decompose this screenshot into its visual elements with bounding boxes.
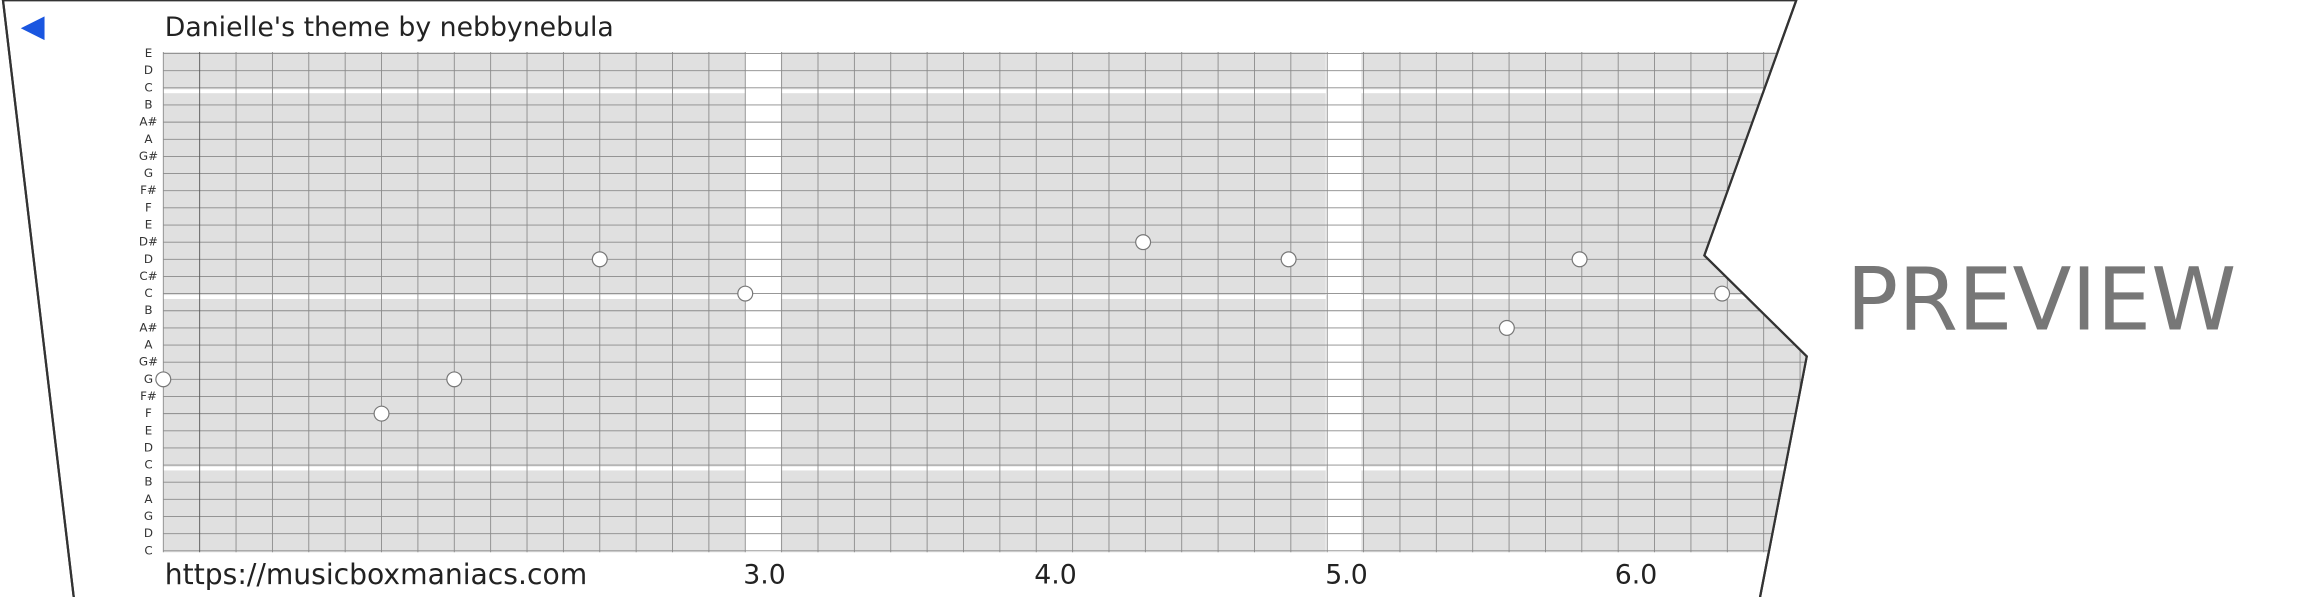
note-hole	[1280, 251, 1297, 268]
pitch-label: C	[144, 458, 152, 472]
section-gap	[163, 295, 1807, 299]
pitch-label: E	[145, 46, 153, 60]
pitch-label: C	[144, 80, 152, 94]
pitch-label: E	[145, 218, 153, 232]
pitch-label: A	[144, 132, 153, 146]
section-gap	[163, 466, 1807, 471]
bar-gap	[745, 52, 781, 553]
grid-background	[163, 52, 1807, 553]
pitch-label: F	[145, 200, 152, 214]
pitch-label: G	[144, 372, 153, 386]
pitch-label: C#	[139, 269, 157, 283]
note-hole	[155, 371, 172, 388]
pitch-label: D#	[139, 235, 158, 249]
note-grid	[162, 52, 1807, 553]
note-hole	[1135, 234, 1152, 251]
time-label: 4.0	[1034, 560, 1077, 591]
pitch-label: E	[145, 423, 153, 437]
pitch-label: F#	[140, 389, 157, 403]
pitch-label: G	[144, 509, 153, 523]
time-label: 5.0	[1325, 560, 1367, 591]
note-hole	[737, 285, 754, 302]
pitch-label: A#	[139, 115, 157, 129]
time-label: 3.0	[743, 560, 786, 591]
pitch-label: B	[144, 475, 152, 489]
pitch-label: D	[144, 63, 153, 77]
pitch-label: A#	[139, 320, 157, 334]
time-label: 6.0	[1615, 560, 1657, 591]
site-url[interactable]: https://musicboxmaniacs.com	[165, 558, 587, 591]
strip-outline	[1, 0, 1808, 597]
note-hole	[373, 405, 390, 422]
pitch-label: G	[144, 166, 153, 180]
pitch-label: D	[144, 526, 153, 540]
pitch-label: B	[144, 97, 152, 111]
pitch-label: G#	[139, 355, 158, 369]
pitch-label: G#	[139, 149, 158, 163]
note-hole	[1498, 319, 1515, 336]
pitch-label: F	[145, 406, 152, 420]
back-button[interactable]	[20, 16, 45, 41]
pitch-label: D	[144, 252, 153, 266]
title: Danielle's theme by nebbynebula	[165, 12, 614, 43]
note-hole	[591, 251, 608, 268]
pitch-label: A	[144, 492, 153, 506]
pitch-label: C	[144, 286, 152, 300]
pitch-label: B	[144, 303, 152, 317]
section-gap	[163, 89, 1807, 94]
bar-gap	[1325, 52, 1362, 553]
watermark: PREVIEW	[1846, 250, 2236, 350]
note-hole	[1571, 251, 1588, 268]
pitch-label: F#	[140, 183, 157, 197]
pitch-label: A	[144, 338, 153, 352]
note-hole	[1714, 285, 1731, 302]
note-hole	[446, 371, 463, 388]
pitch-label: D	[144, 440, 153, 454]
pitch-label: C	[144, 543, 152, 557]
